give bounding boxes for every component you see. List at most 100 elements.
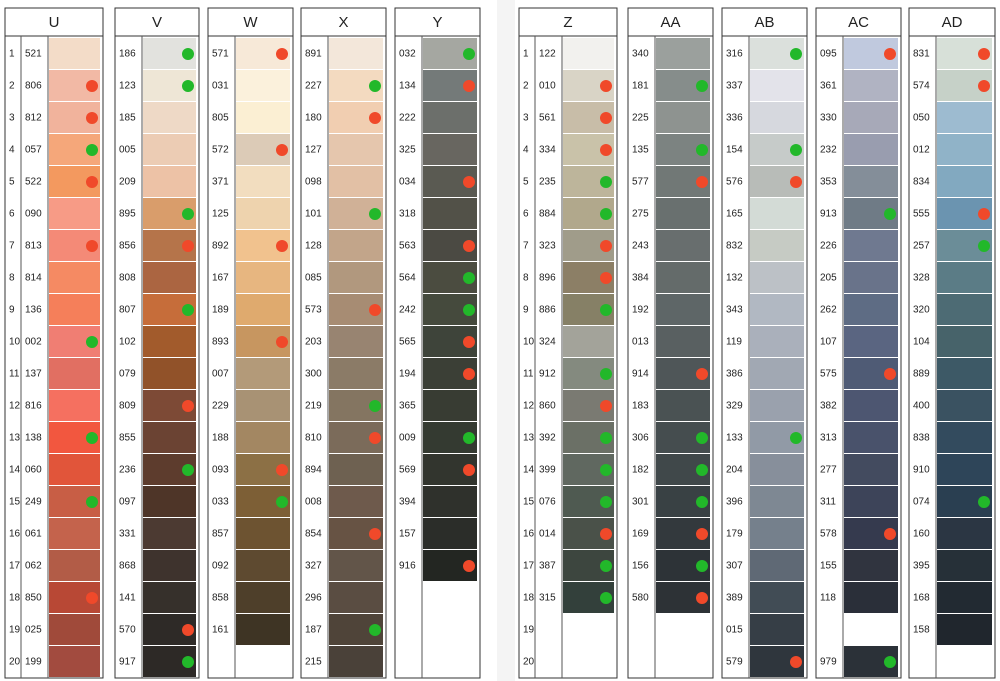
marker-dot — [182, 240, 194, 252]
thread-code: 229 — [212, 401, 229, 412]
thread-code: 571 — [212, 49, 229, 60]
thread-code: 015 — [726, 625, 743, 636]
thread-code: 141 — [119, 593, 136, 604]
thread-code: 306 — [632, 433, 649, 444]
thread-code: 316 — [726, 49, 743, 60]
marker-dot — [276, 496, 288, 508]
thread-code: 243 — [632, 241, 649, 252]
thread-code: 031 — [212, 81, 229, 92]
swatch — [844, 230, 898, 261]
thread-code: 575 — [820, 369, 837, 380]
thread-code: 329 — [726, 401, 743, 412]
row-number: 17 — [523, 561, 535, 572]
swatch — [236, 198, 290, 229]
thread-code: 127 — [305, 145, 322, 156]
thread-code: 832 — [726, 241, 743, 252]
marker-dot — [790, 48, 802, 60]
thread-code: 090 — [25, 209, 42, 220]
thread-code: 361 — [820, 81, 837, 92]
column-frame — [815, 7, 902, 679]
swatch — [844, 422, 898, 453]
swatch — [236, 518, 290, 549]
thread-code: 382 — [820, 401, 837, 412]
thread-code: 180 — [305, 113, 322, 124]
thread-code: 337 — [726, 81, 743, 92]
swatch — [937, 166, 992, 197]
thread-code: 834 — [913, 177, 930, 188]
swatch — [49, 262, 100, 293]
swatch — [750, 614, 804, 645]
thread-code: 371 — [212, 177, 229, 188]
marker-dot — [182, 208, 194, 220]
swatch — [143, 262, 196, 293]
row-number: 15 — [9, 497, 21, 508]
thread-code: 188 — [212, 433, 229, 444]
thread-code: 057 — [25, 145, 42, 156]
thread-code: 386 — [726, 369, 743, 380]
thread-code: 573 — [305, 305, 322, 316]
row-number: 11 — [9, 369, 20, 380]
thread-code: 296 — [305, 593, 322, 604]
marker-dot — [369, 112, 381, 124]
swatch — [844, 166, 898, 197]
swatch — [656, 262, 710, 293]
row-number: 16 — [9, 529, 21, 540]
thread-code: 085 — [305, 273, 322, 284]
thread-code: 014 — [539, 529, 556, 540]
marker-dot — [884, 656, 896, 668]
marker-dot — [696, 368, 708, 380]
marker-dot — [600, 144, 612, 156]
thread-code: 313 — [820, 433, 837, 444]
marker-dot — [182, 624, 194, 636]
column-frame — [394, 7, 481, 679]
row-number: 7 — [9, 241, 15, 252]
thread-code: 805 — [212, 113, 229, 124]
thread-code: 400 — [913, 401, 930, 412]
swatch — [750, 358, 804, 389]
row-number: 3 — [523, 113, 529, 124]
thread-code: 158 — [913, 625, 930, 636]
swatch — [143, 582, 196, 613]
marker-dot — [369, 400, 381, 412]
thread-code: 157 — [399, 529, 416, 540]
swatch — [937, 422, 992, 453]
thread-code: 895 — [119, 209, 136, 220]
thread-code: 323 — [539, 241, 556, 252]
marker-dot — [696, 560, 708, 572]
swatch — [844, 326, 898, 357]
marker-dot — [600, 272, 612, 284]
swatch — [236, 102, 290, 133]
thread-code: 813 — [25, 241, 42, 252]
thread-code: 187 — [305, 625, 322, 636]
marker-dot — [600, 368, 612, 380]
swatch — [937, 358, 992, 389]
thread-code: 183 — [632, 401, 649, 412]
swatch — [143, 134, 196, 165]
marker-dot — [369, 304, 381, 316]
thread-code: 205 — [820, 273, 837, 284]
thread-code: 850 — [25, 593, 42, 604]
swatch — [143, 102, 196, 133]
column-frame — [300, 7, 387, 679]
thread-code: 816 — [25, 401, 42, 412]
row-number: 2 — [523, 81, 529, 92]
thread-code: 135 — [632, 145, 649, 156]
swatch — [329, 582, 383, 613]
marker-dot — [463, 336, 475, 348]
swatch — [423, 518, 477, 549]
row-number: 5 — [523, 177, 529, 188]
marker-dot — [369, 432, 381, 444]
marker-dot — [790, 144, 802, 156]
column-title: AC — [848, 14, 869, 31]
thread-code: 340 — [632, 49, 649, 60]
thread-code: 249 — [25, 497, 42, 508]
swatch — [236, 294, 290, 325]
thread-code: 002 — [25, 337, 42, 348]
column-title: AA — [660, 14, 680, 31]
thread-code: 123 — [119, 81, 136, 92]
swatch — [656, 230, 710, 261]
marker-dot — [884, 368, 896, 380]
thread-code: 307 — [726, 561, 743, 572]
thread-code: 574 — [913, 81, 930, 92]
